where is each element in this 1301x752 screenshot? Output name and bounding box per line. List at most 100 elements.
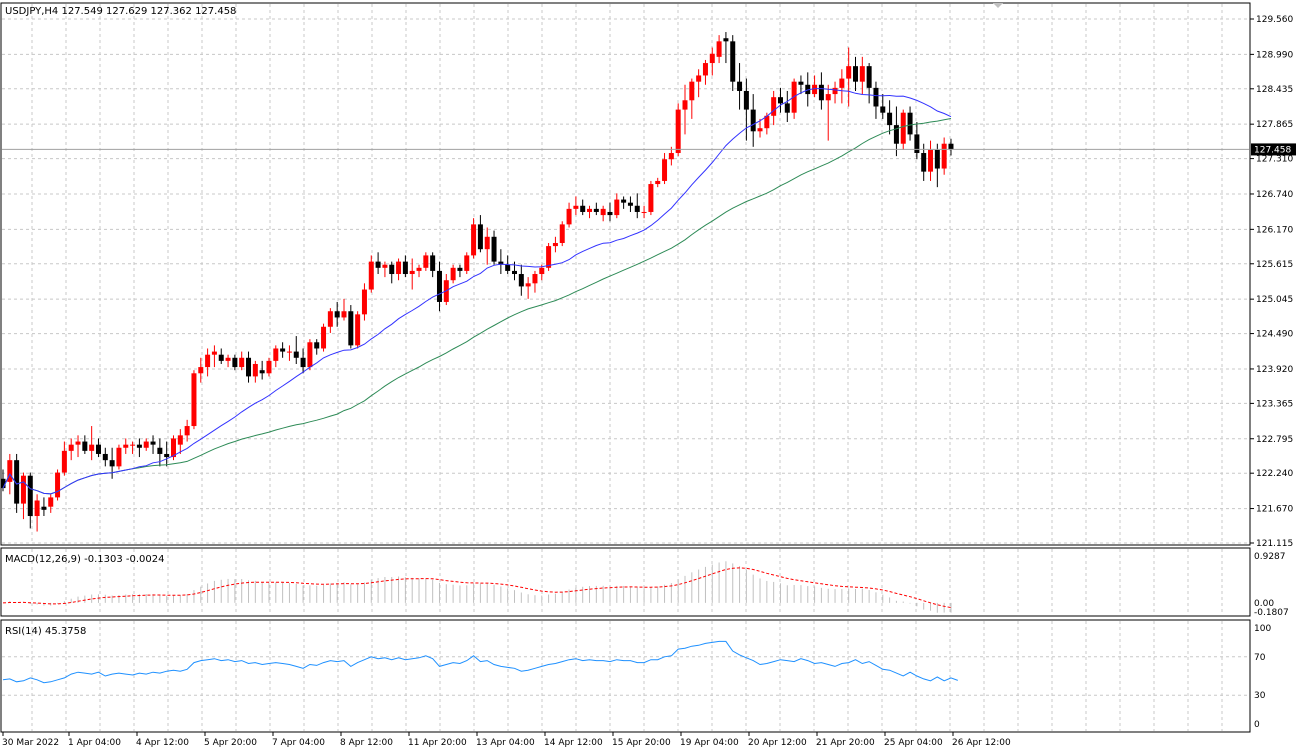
candle-body: [423, 255, 429, 268]
candle-body: [641, 211, 647, 213]
candle-body: [668, 153, 674, 160]
candle-body: [102, 453, 108, 461]
candle-body: [566, 208, 572, 225]
candle-body: [621, 199, 627, 203]
candle-body: [252, 363, 258, 377]
candle-body: [818, 84, 824, 101]
candle-body: [737, 81, 743, 91]
candle-body: [477, 224, 483, 250]
price-tick-label: 129.560: [1256, 15, 1293, 25]
rsi-label: RSI(14) 45.3758: [5, 626, 86, 637]
time-tick-label: 21 Apr 20:00: [816, 738, 875, 748]
time-tick-label: 7 Apr 04:00: [272, 738, 325, 748]
candle-body: [55, 472, 61, 498]
candle-body: [7, 460, 13, 482]
price-tick-label: 121.115: [1256, 539, 1293, 549]
candle-body: [286, 351, 292, 353]
candle-body: [61, 450, 67, 473]
main-frame: [0, 2, 1251, 546]
candle-body: [559, 224, 565, 243]
candle-body: [382, 264, 388, 268]
candle-body: [825, 94, 831, 101]
candle-body: [402, 261, 408, 275]
candle-body: [259, 370, 265, 374]
candle-body: [512, 270, 517, 275]
candle-body: [34, 500, 40, 517]
candle-body: [552, 242, 558, 247]
candle-body: [546, 246, 552, 268]
price-tick-label: 125.615: [1256, 260, 1293, 270]
candle-body: [880, 106, 886, 113]
rsi-line: [2, 640, 958, 684]
candle-body: [873, 87, 879, 107]
scroll-marker-icon[interactable]: [993, 3, 1003, 8]
price-tick-label: 124.490: [1256, 330, 1293, 340]
macd-tick-label: -0.1807: [1254, 608, 1289, 618]
candle-body: [205, 354, 211, 368]
candle-body: [675, 109, 681, 154]
rsi-tick-label: 100: [1254, 624, 1271, 634]
macd-pane[interactable]: 0.9287 0.00-0.1807: [0, 547, 1289, 618]
candle-body: [914, 134, 920, 154]
candle-body: [839, 78, 845, 88]
candle-body: [157, 447, 163, 454]
candle-body: [771, 97, 777, 116]
price-tick-label: 128.435: [1256, 85, 1293, 95]
candle-body: [498, 261, 504, 265]
moving-average-slow-line: [2, 118, 952, 495]
candle-body: [764, 115, 770, 129]
price-tick-label: 126.170: [1256, 225, 1293, 235]
time-tick-label: 14 Apr 12:00: [544, 738, 603, 748]
candle-body: [893, 125, 899, 144]
price-tick-label: 123.920: [1256, 365, 1293, 375]
candle-body: [355, 314, 361, 346]
candle-body: [177, 435, 183, 445]
rsi-tick-label: 0: [1254, 720, 1260, 730]
candle-body: [539, 267, 545, 275]
price-pane[interactable]: 129.560 128.990 128.435 127.865 127.310 126.7…: [0, 2, 1297, 549]
candle-body: [246, 357, 252, 377]
candle-body: [211, 351, 217, 355]
chart-header: USDJPY,H4 127.549 127.629 127.362 127.45…: [5, 6, 236, 17]
time-tick-label: 19 Apr 04:00: [680, 738, 739, 748]
candle-body: [696, 75, 702, 82]
candle-body: [709, 53, 715, 64]
time-tick-label: 1 Apr 04:00: [68, 738, 121, 748]
candle-body: [921, 153, 927, 172]
candle-body: [116, 447, 122, 467]
candle-body: [307, 342, 313, 368]
candle-body: [389, 264, 395, 275]
current-price-label: 127.458: [1254, 145, 1291, 155]
candle-body: [532, 274, 538, 284]
candle-body: [375, 261, 381, 268]
candle-body: [20, 475, 26, 504]
candle-body: [314, 342, 320, 349]
rsi-pane[interactable]: 100 70 30 0: [0, 619, 1271, 733]
price-tick-label: 122.240: [1256, 469, 1293, 479]
candle-body: [948, 143, 954, 150]
candle-body: [600, 208, 606, 216]
time-tick-label: 4 Apr 12:00: [136, 738, 189, 748]
candle-body: [853, 66, 858, 82]
rsi-frame: [0, 619, 1251, 733]
candle-body: [900, 112, 906, 144]
candle-body: [743, 90, 749, 110]
time-tick-label: 20 Apr 12:00: [748, 738, 807, 748]
candle-body: [225, 357, 231, 361]
candle-body: [607, 211, 613, 216]
candle-body: [164, 453, 170, 458]
time-tick-label: 15 Apr 20:00: [612, 738, 671, 748]
candle-body: [682, 100, 688, 110]
candle-body: [130, 444, 136, 446]
candle-body: [184, 426, 190, 436]
price-tick-label: 125.045: [1256, 295, 1293, 305]
candle-body: [866, 66, 872, 88]
candle-body: [143, 441, 149, 448]
candle-body: [648, 184, 654, 212]
candle-body: [123, 444, 129, 448]
price-tick-label: 126.740: [1256, 190, 1293, 200]
candle-body: [505, 264, 511, 271]
macd-signal-line: [2, 567, 952, 609]
candle-body: [348, 311, 354, 346]
